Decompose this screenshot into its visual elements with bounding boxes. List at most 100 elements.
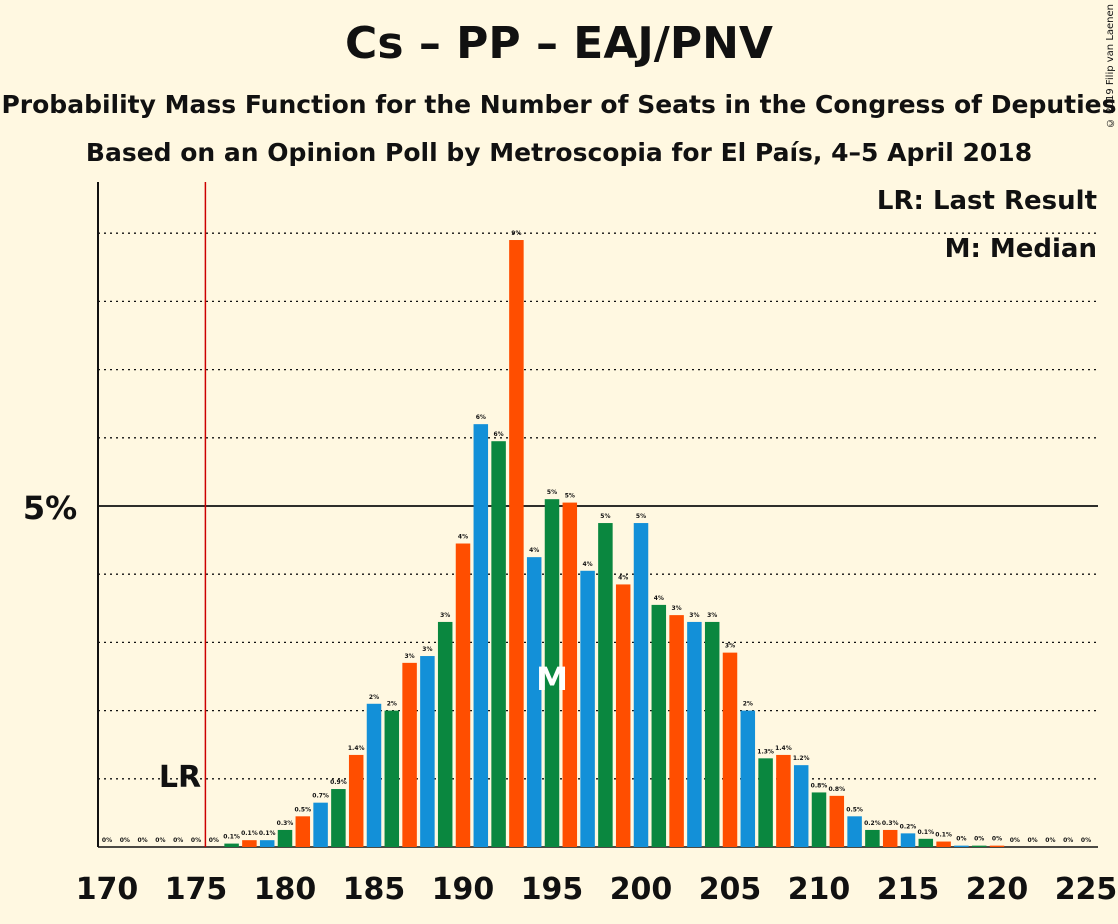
bar-188	[420, 656, 435, 847]
bar-182	[313, 802, 328, 847]
data-label-174: 0%	[173, 837, 183, 844]
bar-210	[811, 792, 827, 847]
x-tick-185: 185	[343, 872, 406, 907]
data-label-194: 4%	[529, 547, 539, 554]
data-label-209: 1.2%	[793, 755, 810, 762]
data-label-175: 0%	[191, 837, 201, 844]
bar-199	[615, 584, 631, 847]
data-label-207: 1.3%	[757, 748, 774, 755]
bar-184	[348, 754, 364, 847]
data-label-218: 0%	[956, 836, 966, 843]
data-label-220: 0%	[992, 836, 1002, 843]
bar-189	[437, 621, 453, 847]
bar-192	[491, 441, 506, 847]
data-label-195: 5%	[547, 489, 557, 496]
bar-185	[366, 703, 382, 847]
y-tick-label-5pct: 5%	[23, 489, 77, 527]
bar-191	[473, 424, 489, 847]
median-marker: M	[536, 660, 568, 698]
data-label-171: 0%	[120, 837, 130, 844]
bar-208	[776, 754, 791, 847]
bar-198	[598, 523, 613, 847]
bar-213	[865, 829, 880, 847]
data-label-183: 0.9%	[330, 779, 347, 786]
data-label-180: 0.3%	[277, 820, 294, 827]
x-tick-labels: 170 175 180 185 190 195 200 205 210 215 220 225	[76, 872, 1118, 907]
bar-197	[580, 570, 595, 847]
bar-178	[242, 840, 257, 847]
bar-203	[687, 621, 702, 847]
bar-195	[544, 499, 560, 847]
data-label-192: 6%	[494, 431, 504, 438]
x-tick-205: 205	[699, 872, 762, 907]
bar-216	[918, 838, 934, 847]
x-tick-225: 225	[1055, 872, 1118, 907]
data-label-204: 3%	[707, 612, 717, 619]
bar-206	[740, 710, 756, 847]
x-tick-195: 195	[521, 872, 584, 907]
data-label-216: 0.1%	[917, 829, 934, 836]
bar-204	[704, 621, 720, 847]
data-label-205: 3%	[725, 643, 735, 650]
data-label-223: 0%	[1045, 837, 1055, 844]
data-label-211: 0.8%	[828, 786, 845, 793]
data-label-181: 0.5%	[294, 806, 311, 813]
bar-214	[882, 829, 898, 847]
data-label-189: 3%	[440, 612, 450, 619]
data-label-208: 1.4%	[775, 745, 792, 752]
data-label-222: 0%	[1028, 837, 1038, 844]
data-labels: 0% 0% 0% 0% 0% 0% 0% 0.1% 0.1% 0.1%0.3%0.5%0.7%0.…	[102, 230, 1091, 844]
x-tick-210: 210	[788, 872, 851, 907]
data-label-203: 3%	[689, 612, 699, 619]
x-tick-220: 220	[966, 872, 1029, 907]
bar-193	[509, 240, 524, 847]
bar-187	[402, 662, 417, 847]
data-label-193: 9%	[511, 230, 521, 237]
bar-218	[954, 845, 969, 847]
data-label-215: 0.2%	[900, 823, 917, 830]
bar-180	[277, 829, 293, 847]
data-label-182: 0.7%	[312, 793, 329, 800]
bar-205	[722, 652, 738, 847]
gridlines	[98, 232, 1098, 848]
data-label-191: 6%	[476, 414, 486, 421]
bar-181	[295, 816, 311, 847]
bar-183	[331, 789, 346, 847]
chart-subtitle: Probability Mass Function for the Number…	[1, 90, 1117, 119]
data-label-187: 3%	[405, 653, 415, 660]
chart-source-subtitle: Based on an Opinion Poll by Metroscopia …	[85, 138, 1033, 167]
data-label-224: 0%	[1063, 837, 1073, 844]
bar-177	[224, 843, 239, 847]
data-label-184: 1.4%	[348, 745, 365, 752]
data-label-210: 0.8%	[811, 782, 828, 789]
data-label-190: 4%	[458, 534, 468, 541]
last-result-marker: LR	[159, 760, 201, 795]
bar-212	[847, 816, 862, 847]
x-tick-190: 190	[432, 872, 495, 907]
bar-207	[758, 758, 773, 847]
data-label-198: 5%	[600, 513, 610, 520]
bar-217	[936, 841, 951, 847]
data-label-178: 0.1%	[241, 830, 258, 837]
data-label-217: 0.1%	[935, 832, 952, 839]
data-label-197: 4%	[583, 561, 593, 568]
bar-194	[526, 557, 542, 847]
x-tick-215: 215	[877, 872, 940, 907]
data-label-188: 3%	[422, 646, 432, 653]
data-label-225: 0%	[1081, 837, 1091, 844]
data-label-214: 0.3%	[882, 820, 899, 827]
x-tick-200: 200	[610, 872, 673, 907]
data-label-202: 3%	[672, 605, 682, 612]
bar-190	[455, 543, 471, 847]
bar-209	[793, 765, 809, 847]
bar-219	[971, 845, 987, 847]
legend-last-result: LR: Last Result	[877, 186, 1097, 216]
x-tick-170: 170	[76, 872, 139, 907]
x-tick-175: 175	[165, 872, 228, 907]
data-label-206: 2%	[743, 701, 753, 708]
bar-215	[900, 833, 916, 847]
data-label-172: 0%	[138, 837, 148, 844]
bar-220	[989, 845, 1005, 847]
data-label-177: 0.1%	[223, 834, 240, 841]
